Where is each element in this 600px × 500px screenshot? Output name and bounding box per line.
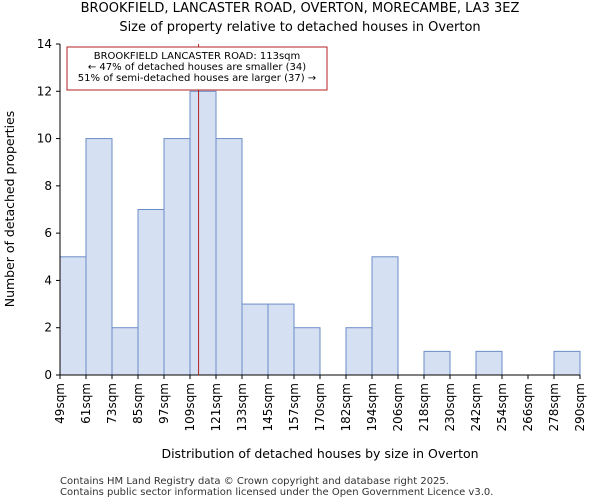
x-tick-label-290sqm: 290sqm xyxy=(573,383,587,431)
x-tick-label-206sqm: 206sqm xyxy=(391,383,405,431)
bar-182sqm xyxy=(345,327,373,376)
y-axis-label: Number of detached properties xyxy=(2,111,17,308)
bar-157sqm xyxy=(293,327,321,376)
y-tick-label-4: 4 xyxy=(44,273,52,287)
bar-278sqm xyxy=(553,350,581,376)
annotation-box xyxy=(66,46,328,91)
bar-109sqm xyxy=(189,90,217,376)
x-tick-label-85sqm: 85sqm xyxy=(131,383,145,424)
x-tick-label-49sqm: 49sqm xyxy=(53,383,67,424)
x-tick-label-254sqm: 254sqm xyxy=(495,383,509,431)
x-tick-label-133sqm: 133sqm xyxy=(235,383,249,431)
x-tick-label-145sqm: 145sqm xyxy=(261,383,275,431)
annotation-line-2: ← 47% of detached houses are smaller (34… xyxy=(88,62,306,73)
bar-85sqm xyxy=(137,209,165,376)
chart-subtitle: Size of property relative to detached ho… xyxy=(119,20,480,35)
x-tick-label-194sqm: 194sqm xyxy=(365,383,379,431)
y-tick-label-2: 2 xyxy=(44,321,52,335)
bar-73sqm xyxy=(111,327,139,376)
y-tick-label-6: 6 xyxy=(44,226,52,240)
footer-line-2: Contains public sector information licen… xyxy=(60,487,493,498)
bar-242sqm xyxy=(475,350,503,376)
bar-218sqm xyxy=(423,350,451,376)
x-tick-label-218sqm: 218sqm xyxy=(417,383,431,431)
x-tick-label-97sqm: 97sqm xyxy=(157,383,171,424)
bar-133sqm xyxy=(241,303,269,376)
bar-61sqm xyxy=(85,138,113,376)
annotation-line-1: BROOKFIELD LANCASTER ROAD: 113sqm xyxy=(94,51,301,62)
x-tick-label-266sqm: 266sqm xyxy=(521,383,535,431)
x-tick-label-278sqm: 278sqm xyxy=(547,383,561,431)
y-tick-label-14: 14 xyxy=(37,37,52,51)
x-tick-label-121sqm: 121sqm xyxy=(209,383,223,431)
y-tick-label-12: 12 xyxy=(37,84,52,98)
x-tick-label-157sqm: 157sqm xyxy=(287,383,301,431)
bar-97sqm xyxy=(163,138,191,376)
x-tick-label-73sqm: 73sqm xyxy=(105,383,119,424)
bar-194sqm xyxy=(371,256,399,376)
annotation-line-3: 51% of semi-detached houses are larger (… xyxy=(78,73,316,84)
x-tick-label-109sqm: 109sqm xyxy=(183,383,197,431)
y-tick-label-8: 8 xyxy=(44,179,52,193)
x-tick-label-230sqm: 230sqm xyxy=(443,383,457,431)
x-tick-label-242sqm: 242sqm xyxy=(469,383,483,431)
plot-area: 0 2 4 6 8 10 12 14 49sqm 61sqm 73sqm 85sqm 97sqm 109s… xyxy=(37,37,587,431)
x-tick-label-170sqm: 170sqm xyxy=(313,383,327,431)
y-tick-label-0: 0 xyxy=(44,368,52,382)
x-axis-label: Distribution of detached houses by size … xyxy=(161,446,478,461)
y-tick-label-10: 10 xyxy=(37,132,52,146)
footer-line-1: Contains HM Land Registry data © Crown c… xyxy=(60,476,449,487)
bar-145sqm xyxy=(267,303,295,376)
bar-121sqm xyxy=(215,138,243,376)
x-tick-label-61sqm: 61sqm xyxy=(79,383,93,424)
chart-title: BROOKFIELD, LANCASTER ROAD, OVERTON, MOR… xyxy=(81,1,520,16)
bar-49sqm xyxy=(59,256,87,376)
x-tick-label-182sqm: 182sqm xyxy=(339,383,353,431)
